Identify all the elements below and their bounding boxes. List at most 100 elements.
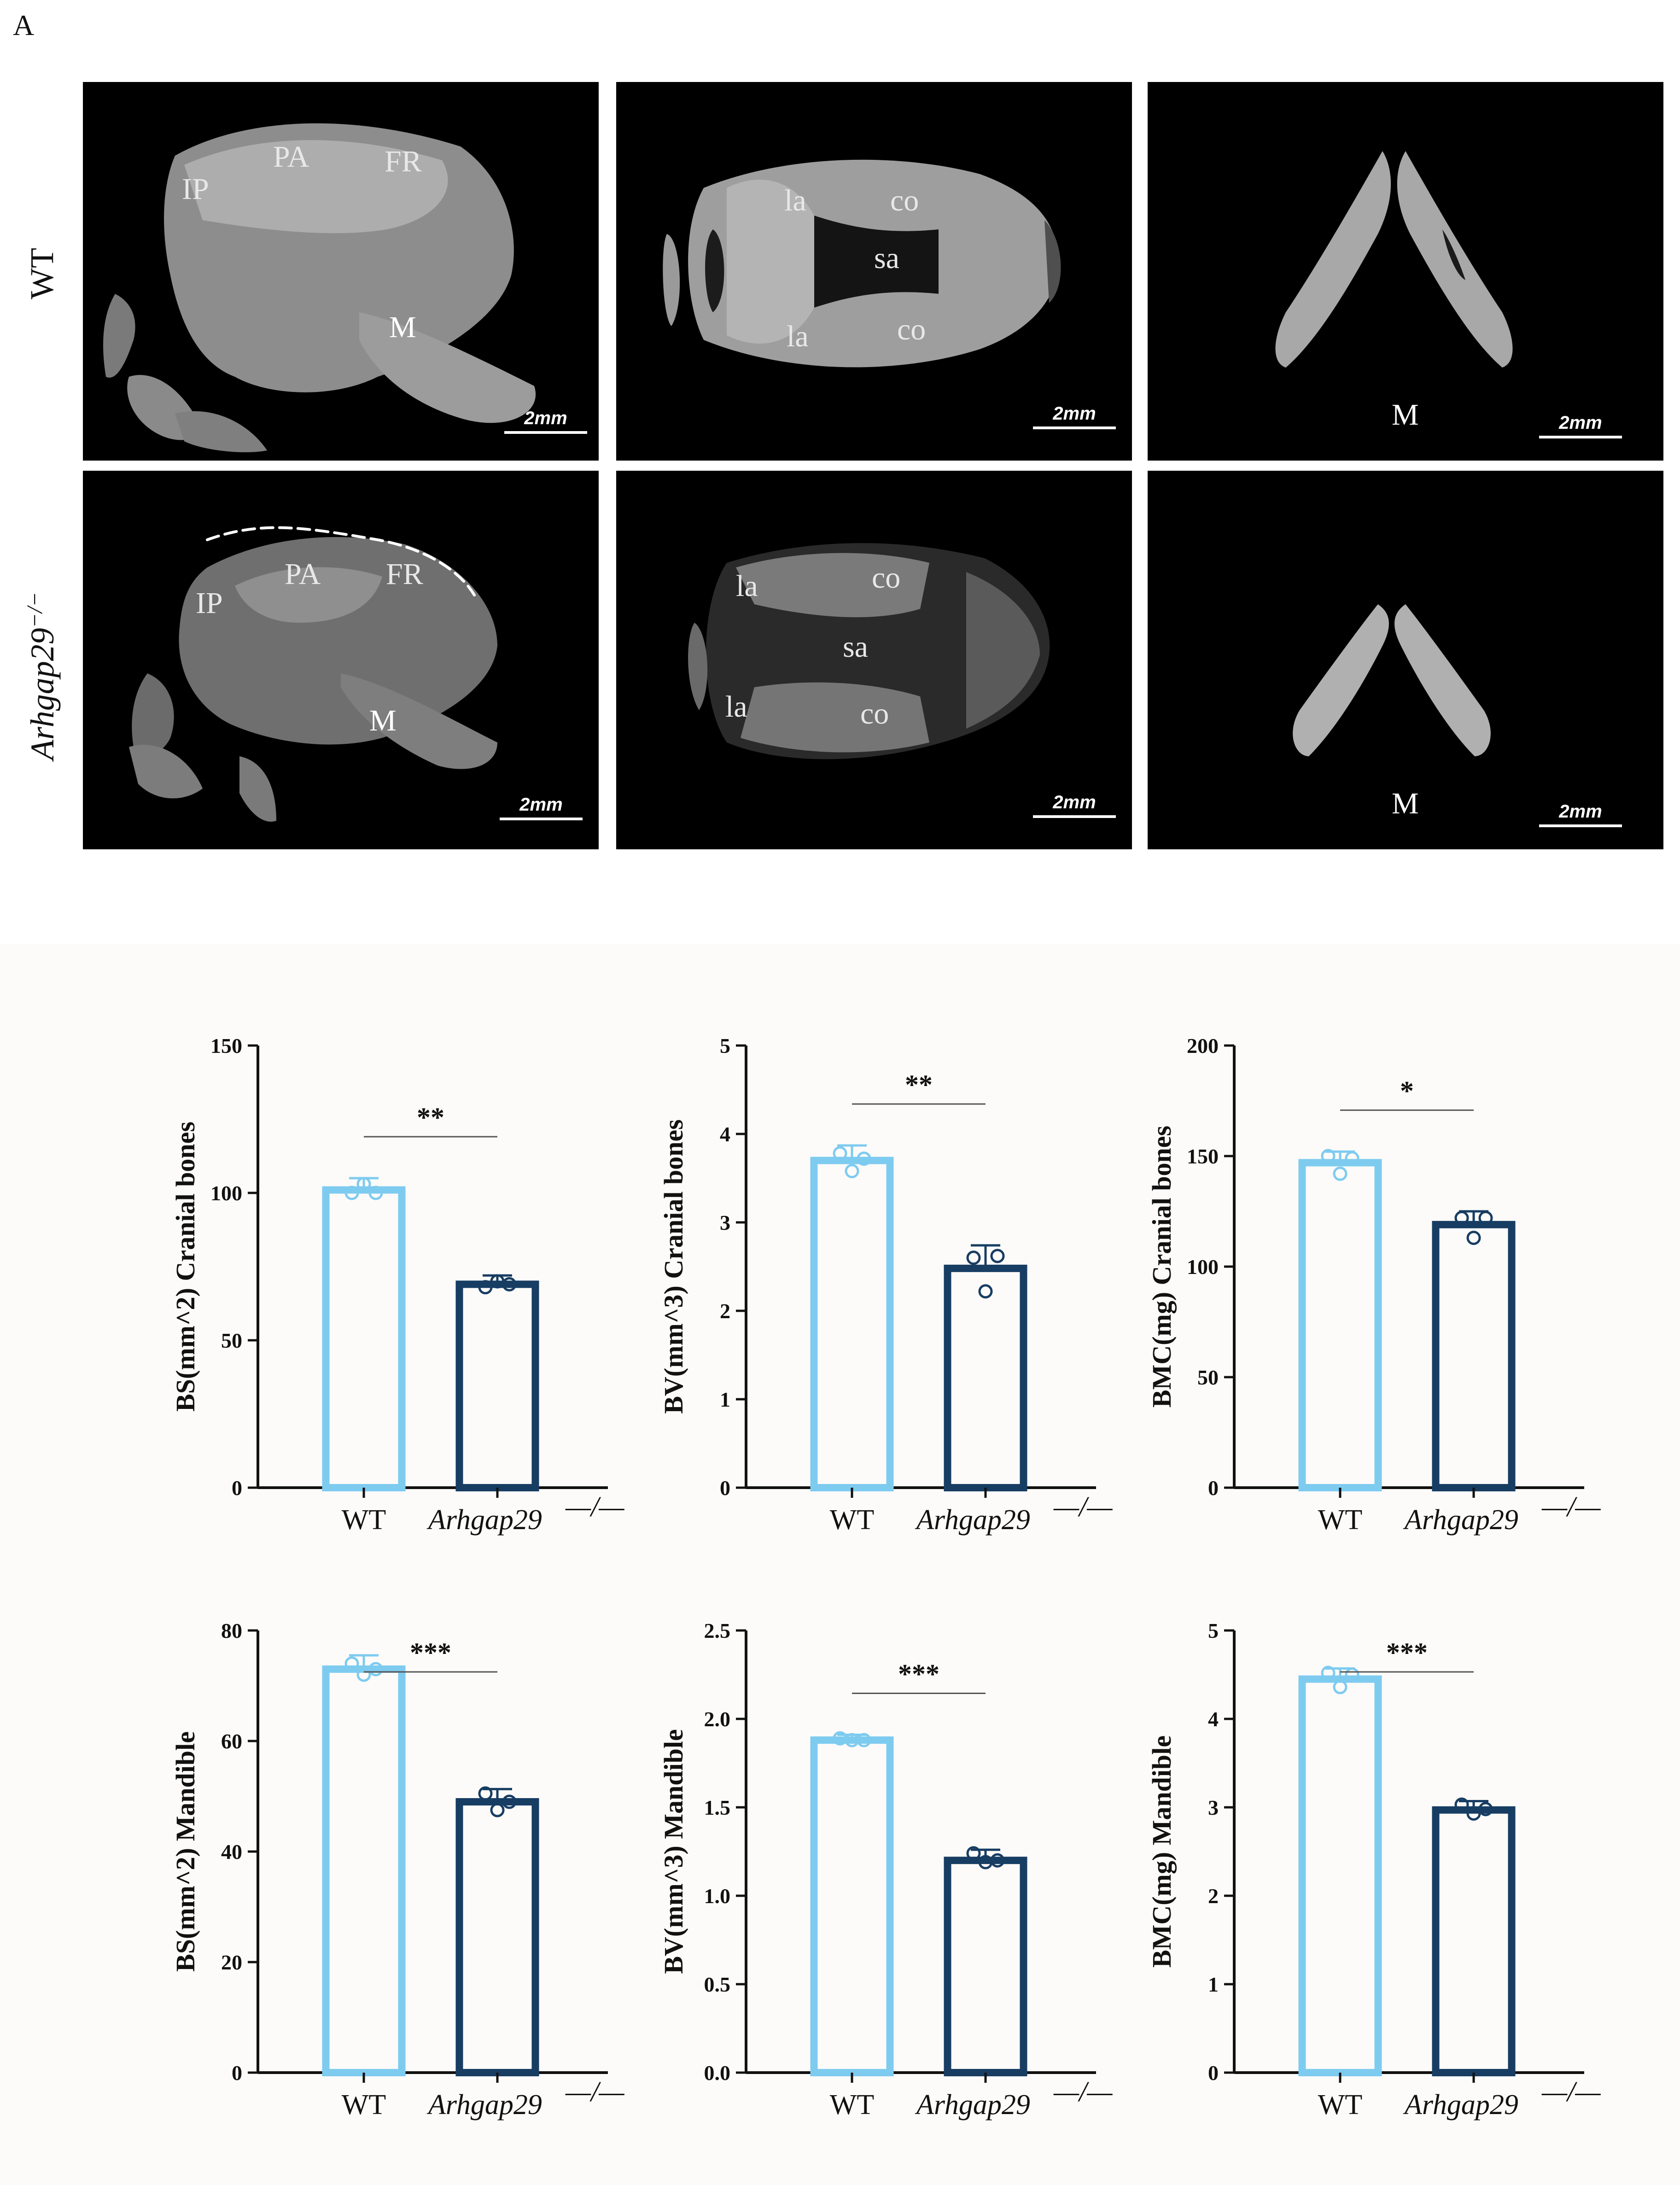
label-co-upper: co [890, 184, 919, 217]
chart-svg: 0 20 40 60 80 BS(mm^2) Mandible WT Arhgap29 —/— *… [170, 1619, 624, 2121]
y-tick-label: 1 [1208, 1973, 1219, 1996]
y-tick-label: 1 [720, 1388, 730, 1411]
mandible-shape [1293, 604, 1491, 756]
label-la-lower: la [787, 320, 809, 353]
x-label-wt: WT [830, 1504, 874, 1536]
bar-chart-3: 0 50 100 150 200 BMC(mg) Cranial bones WT Arhga… [1142, 1004, 1603, 1536]
bar-wt [810, 1736, 894, 2076]
data-point [368, 1186, 383, 1200]
scale-bar: 2mm [500, 795, 583, 820]
x-label-ko-suffix: —/— [565, 2076, 624, 2108]
label-la-upper: la [784, 184, 806, 217]
bar-ko [1432, 1221, 1516, 1491]
x-label-wt: WT [1318, 2089, 1362, 2121]
label-pa: PA [285, 557, 321, 591]
y-tick-label: 80 [221, 1619, 242, 1642]
x-label-ko-suffix: —/— [1541, 2076, 1601, 2108]
x-label-ko-suffix: —/— [1053, 1491, 1113, 1523]
data-point [356, 1667, 371, 1682]
label-la-lower: la [725, 690, 747, 724]
data-point [978, 1284, 993, 1299]
ct-image-wt-top: la co sa la co 2mm [616, 82, 1132, 461]
bar-chart-5: 0.0 0.5 1.0 1.5 2.0 2.5 BV(mm^3) Mandible WT Arh… [654, 1589, 1114, 2121]
data-point [1333, 1166, 1348, 1181]
skull-lateral-shape [129, 526, 497, 822]
chart-svg: 0 50 100 150 BS(mm^2) Cranial bones WT Arhgap2… [170, 1034, 624, 1536]
data-point [344, 1186, 359, 1200]
y-tick-label: 150 [1187, 1145, 1219, 1168]
y-tick-label: 3 [720, 1211, 730, 1234]
data-point [990, 1249, 1005, 1263]
significance-label: *** [898, 1659, 939, 1689]
label-fr: FR [385, 145, 422, 178]
label-m: M [1392, 398, 1419, 432]
x-label-ko-suffix: —/— [565, 1491, 624, 1523]
x-label-ko: Arhgap29 [1403, 1504, 1518, 1536]
data-point [1321, 1665, 1336, 1680]
y-tick-label: 1.5 [704, 1796, 731, 1819]
x-label-ko: Arhgap29 [1403, 2089, 1518, 2121]
chart-svg: 0 50 100 150 200 BMC(mg) Cranial bones WT Arhga… [1147, 1034, 1601, 1536]
ct-image-ko-lateral: IP PA FR M 2mm [83, 471, 599, 849]
data-point [368, 1662, 383, 1677]
significance-label: *** [1386, 1637, 1428, 1668]
row-label-wt: WT [23, 248, 60, 299]
data-point [490, 1803, 505, 1817]
panel-b-charts: 0 50 100 150 BS(mm^2) Cranial bones WT Arhgap2… [0, 944, 1680, 2185]
data-point [344, 1656, 359, 1671]
chart-svg: 0 1 2 3 4 5 BV(mm^3) Cranial bones WT Arhgap29 —/… [659, 1034, 1113, 1536]
scale-bar: 2mm [1539, 802, 1622, 827]
data-point [502, 1277, 517, 1291]
bar-wt [810, 1157, 894, 1492]
y-tick-label: 3 [1208, 1796, 1219, 1819]
y-tick-label: 2 [720, 1299, 730, 1323]
label-sa: sa [874, 241, 899, 275]
y-tick-label: 200 [1187, 1034, 1219, 1057]
skull-top-shape [663, 159, 1061, 368]
bar-wt [1298, 1159, 1382, 1491]
y-tick-label: 2.5 [704, 1619, 731, 1642]
bar-ko [944, 1264, 1027, 1492]
row-label-genotype: −/− [23, 592, 47, 628]
label-ip: IP [182, 172, 209, 206]
y-axis-label: BMC(mg) Cranial bones [1147, 1126, 1177, 1408]
row-label-arhgap29: Arhgap29−/− [22, 592, 62, 760]
x-label-wt: WT [342, 1504, 386, 1536]
label-m: M [369, 704, 397, 737]
data-point [966, 1846, 981, 1861]
y-axis-label: BV(mm^3) Cranial bones [659, 1119, 688, 1414]
y-axis-label: BS(mm^2) Cranial bones [170, 1122, 200, 1412]
data-point [857, 1733, 871, 1747]
y-tick-label: 100 [210, 1181, 242, 1205]
y-tick-label: 150 [210, 1034, 242, 1057]
scale-bar: 2mm [1033, 793, 1116, 818]
scale-bar: 2mm [1033, 404, 1116, 429]
significance-label: *** [410, 1637, 451, 1668]
y-axis-label: BMC(mg) Mandible [1147, 1735, 1177, 1968]
x-label-ko: Arhgap29 [426, 2089, 542, 2121]
bar-chart-1: 0 50 100 150 BS(mm^2) Cranial bones WT Arhgap2… [166, 1004, 626, 1536]
data-point [857, 1151, 871, 1166]
y-tick-label: 50 [1197, 1366, 1219, 1389]
data-point [478, 1786, 493, 1801]
label-co-lower: co [897, 313, 926, 346]
ct-image-wt-mandible: M 2mm [1148, 82, 1663, 461]
label-la-upper: la [736, 569, 758, 603]
label-fr: FR [386, 557, 423, 591]
x-label-ko: Arhgap29 [426, 1504, 542, 1536]
data-point [1454, 1210, 1469, 1225]
bar-chart-2: 0 1 2 3 4 5 BV(mm^3) Cranial bones WT Arhgap29 —/… [654, 1004, 1114, 1536]
data-point [845, 1164, 859, 1179]
significance-label: * [1400, 1075, 1414, 1106]
significance-label: ** [417, 1102, 444, 1133]
y-tick-label: 4 [1208, 1707, 1219, 1731]
data-point [966, 1250, 981, 1265]
label-co-upper: co [872, 561, 901, 595]
data-point [1478, 1210, 1493, 1225]
x-label-wt: WT [1318, 1504, 1362, 1536]
x-label-wt: WT [342, 2089, 386, 2121]
y-tick-label: 0 [232, 2061, 242, 2085]
bar-ko [455, 1798, 539, 2076]
y-tick-label: 50 [221, 1329, 242, 1352]
bar-chart-4: 0 20 40 60 80 BS(mm^2) Mandible WT Arhgap29 —/— *… [166, 1589, 626, 2121]
